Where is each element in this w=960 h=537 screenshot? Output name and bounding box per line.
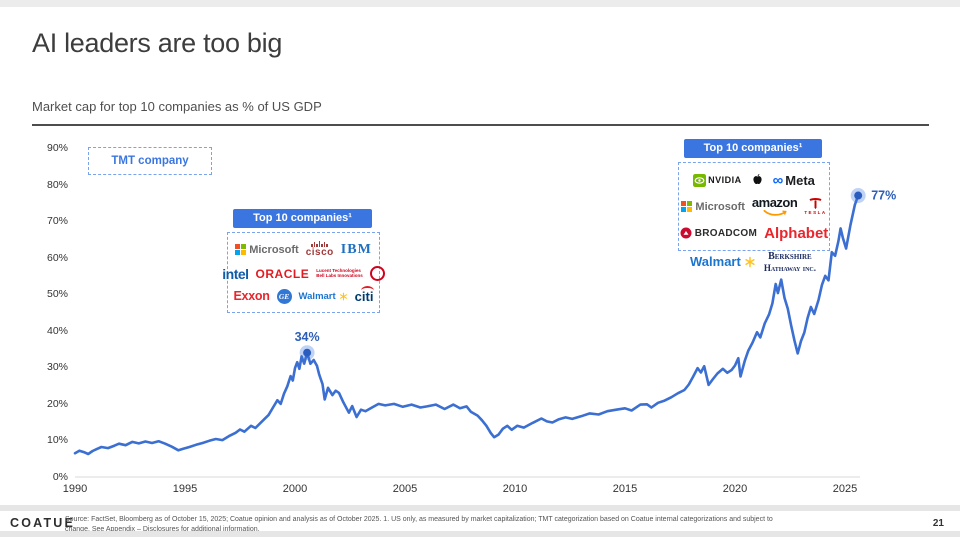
alphabet-logo: Alphabet — [764, 224, 829, 242]
chart-subtitle: Market cap for top 10 companies as % of … — [32, 99, 322, 114]
microsoft-icon-2025 — [681, 201, 693, 212]
cisco-bars-icon — [311, 241, 328, 248]
meta-infinity-icon: ∞ — [772, 171, 784, 189]
broadcom-mark-icon — [680, 227, 692, 239]
callout-left-row-3: Exxon GE Walmart citi — [233, 285, 375, 304]
walmart-spark-icon-large — [744, 256, 756, 268]
ibm-logo: IBM — [340, 241, 372, 257]
amazon-logo: amazon — [751, 195, 798, 217]
broadcom-logo: BROADCOM — [680, 227, 757, 239]
tmt-market-cap-line — [73, 194, 860, 456]
callout-right-row-3: BROADCOM Alphabet — [680, 224, 829, 242]
annotation-label-77: 77% — [871, 187, 897, 202]
microsoft-label-2025: Microsoft — [695, 200, 745, 213]
marker-dot-1 — [854, 191, 863, 200]
y-tick-50: 50% — [46, 288, 68, 301]
y-tick-70: 70% — [46, 215, 68, 228]
callout-left-header: Top 10 companies¹ — [233, 209, 372, 228]
broadcom-label: BROADCOM — [694, 227, 758, 239]
meta-label: Meta — [785, 172, 815, 188]
apple-icon — [749, 172, 766, 189]
intel-logo: intel — [222, 265, 249, 282]
callout-left-body: Microsoft cisco IBM intel ORACLE Lucent … — [222, 232, 385, 313]
page-title: AI leaders are too big — [32, 28, 283, 58]
microsoft-logo-2025: Microsoft — [681, 201, 745, 213]
berkshire-hathaway-logo: Berkshire Hathaway inc. — [764, 251, 816, 273]
callout-left-row-1: Microsoft cisco IBM — [235, 241, 372, 258]
y-tick-60: 60% — [46, 251, 68, 264]
source-footnote-line2: change. See Appendix – Disclosures for a… — [65, 526, 260, 534]
x-tick-2000: 2000 — [282, 483, 308, 495]
footer-divider-strip — [0, 505, 960, 511]
citi-arc-icon — [361, 285, 375, 295]
walmart-spark-icon — [339, 292, 348, 301]
x-tick-2020: 2020 — [722, 483, 748, 495]
lucent-label-line1: Lucent Technologies — [316, 267, 361, 273]
callout-right-extra-row: Walmart Berkshire Hathaway inc. — [678, 251, 828, 273]
callout-right-row-2: Microsoft amazon TESLA — [681, 196, 826, 217]
microsoft-logo: Microsoft — [235, 244, 299, 256]
callout-right-header: Top 10 companies¹ — [684, 139, 822, 158]
y-tick-20: 20% — [46, 397, 68, 410]
lucent-ring-icon — [369, 266, 385, 281]
callout-left-row-2: intel ORACLE Lucent Technologies Bell La… — [222, 265, 385, 282]
amazon-smile-icon — [762, 209, 788, 217]
walmart-label-small: Walmart — [298, 290, 336, 302]
tesla-label: TESLA — [804, 210, 827, 216]
title-divider — [32, 124, 929, 126]
marker-dot-0 — [303, 348, 312, 357]
source-footnote: Source: FactSet, Bloomberg as of October… — [65, 515, 910, 535]
walmart-logo-small: Walmart — [299, 291, 348, 302]
source-footnote-line1: Source: FactSet, Bloomberg as of October… — [65, 516, 773, 523]
coatue-wordmark: COATUE — [10, 516, 76, 530]
walmart-label-large: Walmart — [690, 254, 741, 270]
x-tick-1990: 1990 — [62, 483, 88, 495]
y-tick-40: 40% — [46, 324, 68, 337]
callout-right-row-1: NVIDIA ∞ Meta — [693, 172, 815, 189]
tesla-t-icon — [809, 197, 822, 210]
cisco-label: cisco — [305, 247, 334, 259]
microsoft-icon — [235, 244, 247, 256]
annotation-markers — [299, 188, 866, 361]
y-tick-90: 90% — [46, 142, 68, 154]
legend-tmt-company: TMT company — [88, 147, 212, 175]
x-tick-2015: 2015 — [612, 483, 638, 495]
bottom-edge-strip — [0, 531, 960, 537]
x-tick-2025: 2025 — [832, 483, 858, 495]
cisco-logo: cisco — [306, 241, 334, 258]
y-tick-30: 30% — [46, 361, 68, 374]
tesla-logo: TESLA — [804, 197, 826, 216]
walmart-logo-large: Walmart — [690, 254, 756, 269]
page-number: 21 — [932, 518, 944, 529]
y-tick-80: 80% — [46, 178, 68, 191]
exxon-logo: Exxon — [233, 289, 270, 304]
microsoft-label: Microsoft — [249, 243, 299, 256]
nvidia-logo: NVIDIA — [693, 174, 742, 187]
nvidia-label: NVIDIA — [708, 175, 742, 185]
x-tick-1995: 1995 — [172, 483, 198, 495]
y-tick-10: 10% — [46, 434, 68, 447]
berkshire-label-line2: Hathaway inc. — [763, 262, 816, 273]
x-tick-2010: 2010 — [502, 483, 528, 495]
y-tick-0: 0% — [52, 471, 68, 483]
citi-logo: citi — [355, 285, 375, 304]
x-tick-2005: 2005 — [392, 483, 418, 495]
nvidia-eye-icon — [693, 174, 706, 187]
berkshire-label-line1: Berkshire — [768, 251, 812, 262]
callout-right-body: NVIDIA ∞ Meta Microsoft amazon TESLA — [678, 162, 830, 251]
lucent-label-line2: Bell Labs Innovations — [316, 272, 363, 278]
annotation-label-34: 34% — [294, 329, 320, 344]
ge-logo: GE — [276, 288, 292, 304]
top-edge-strip — [0, 0, 960, 7]
meta-logo: ∞ Meta — [773, 173, 815, 188]
legend-tmt-label: TMT company — [111, 155, 189, 167]
oracle-logo: ORACLE — [255, 266, 310, 281]
lucent-logo: Lucent Technologies Bell Labs Innovation… — [316, 267, 363, 279]
amazon-label: amazon — [751, 195, 798, 210]
